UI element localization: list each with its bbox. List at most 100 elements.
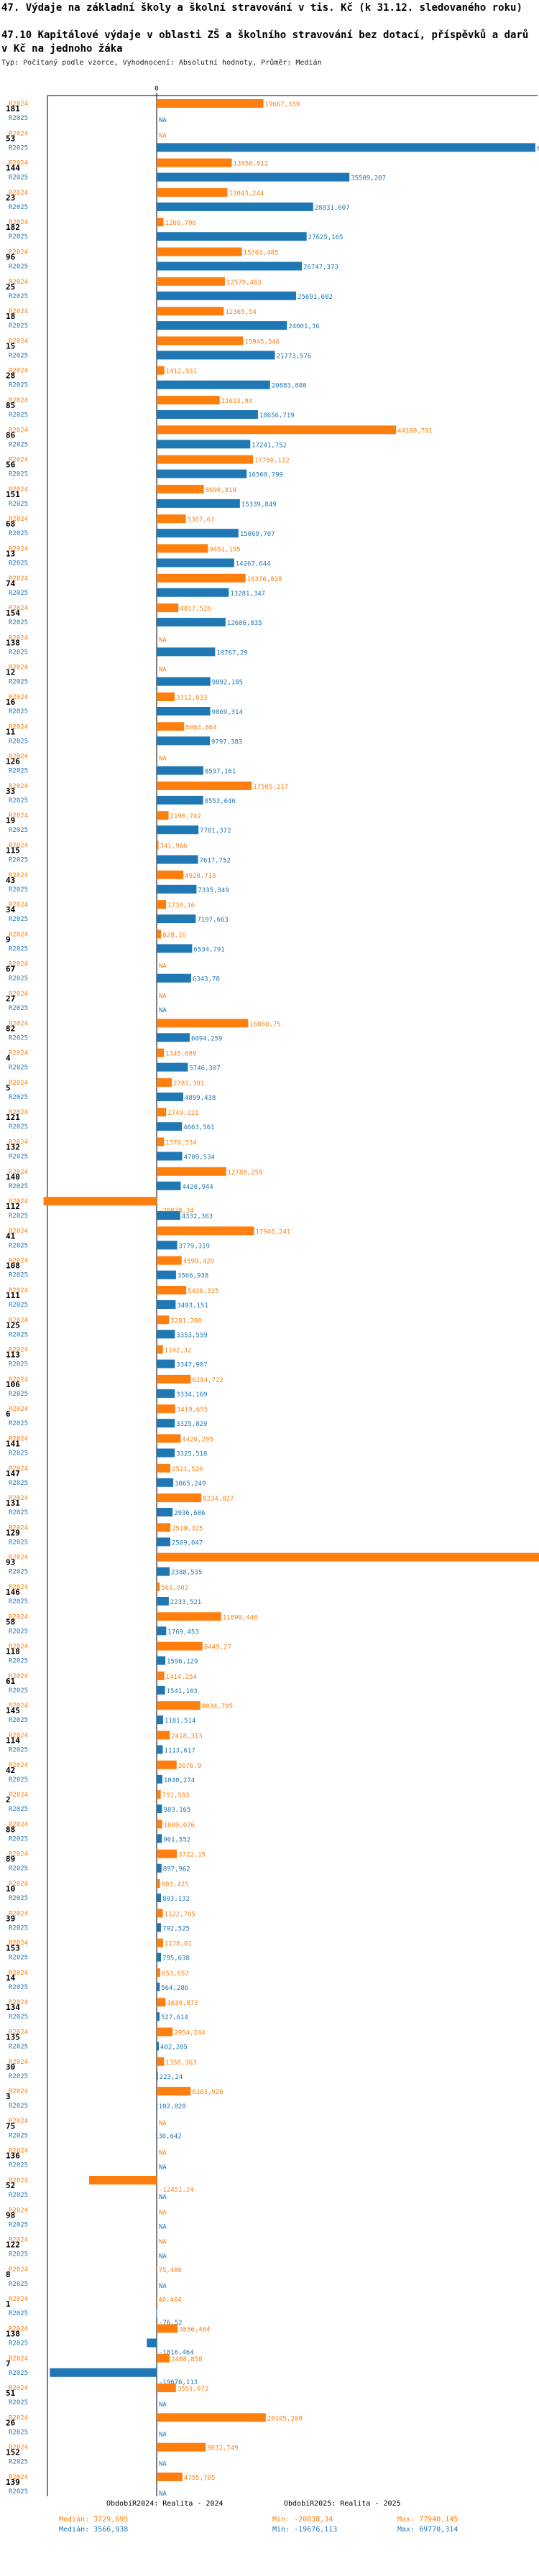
- na-label: NA: [159, 2283, 167, 2290]
- series-label: R2024: [9, 1792, 28, 1799]
- category-label: 140: [6, 1172, 20, 1182]
- series-label: R2024: [9, 694, 28, 701]
- bar: [157, 187, 228, 197]
- bar: [157, 1731, 170, 1740]
- bar: [157, 366, 165, 375]
- na-label: NA: [159, 2223, 167, 2230]
- bar: [157, 944, 193, 953]
- category-label: 139: [6, 2478, 20, 2487]
- category-label: 108: [6, 1261, 20, 1271]
- series-label: R2025: [9, 1924, 28, 1932]
- value-label: 2954,244: [174, 2030, 205, 2037]
- bar: [157, 499, 240, 508]
- series-label: R2025: [9, 1895, 28, 1902]
- series-label: R2025: [9, 1005, 28, 1012]
- category-label: 114: [6, 1736, 20, 1746]
- bar: [157, 1463, 171, 1473]
- series-label: R2024: [9, 516, 28, 523]
- value-label: 14267,644: [236, 561, 271, 568]
- value-label: 9451,195: [209, 547, 240, 554]
- category-label: 8: [6, 2270, 11, 2279]
- series-label: R2025: [9, 679, 28, 686]
- value-label: 4017,526: [180, 606, 211, 613]
- series-label: R2024: [9, 843, 28, 850]
- category-label: 145: [6, 1706, 20, 1715]
- value-label: 26747,373: [303, 264, 338, 272]
- bar: [157, 321, 287, 330]
- bar: [157, 2027, 173, 2037]
- na-label: NA: [159, 2461, 167, 2468]
- value-label: 18656,719: [259, 412, 295, 420]
- series-label: R2024: [9, 2385, 28, 2392]
- series-label: R2025: [9, 945, 28, 953]
- series-label: R2025: [9, 1272, 28, 1279]
- na-label: NA: [159, 132, 167, 139]
- series-label: R2024: [9, 160, 28, 167]
- bar: [157, 172, 350, 182]
- value-label: 1370,534: [165, 1140, 196, 1147]
- value-label: 102,828: [159, 2103, 186, 2111]
- bar: [157, 1567, 170, 1576]
- series-label: R2025: [9, 501, 28, 508]
- bar: [157, 692, 175, 701]
- category-label: 19: [6, 816, 15, 825]
- value-label: 3334,169: [176, 1391, 207, 1399]
- value-label: 7617,752: [200, 858, 231, 865]
- chart-subtitle: Typ: Počítaný podle vzorce, Vyhodnocení:…: [1, 59, 322, 67]
- category-label: 12: [6, 668, 15, 677]
- series-label: R2024: [9, 130, 28, 137]
- category-label: 88: [6, 1825, 15, 1834]
- series-label: R2024: [9, 1258, 28, 1265]
- category-label: 75: [6, 2121, 15, 2131]
- series-label: R2024: [9, 1465, 28, 1473]
- series-label: R2024: [9, 902, 28, 909]
- na-label: NA: [159, 2401, 167, 2409]
- series-label: R2024: [9, 783, 28, 790]
- bar: [157, 914, 196, 924]
- value-label: 69770,314: [537, 145, 539, 152]
- series-label: R2024: [9, 634, 28, 641]
- bar: [157, 202, 313, 211]
- bar: [147, 2338, 157, 2348]
- bar: [157, 1062, 188, 1072]
- value-label: 4755,705: [184, 2475, 215, 2482]
- bar: [157, 143, 535, 152]
- bar: [157, 1879, 160, 1888]
- na-label: NA: [159, 2194, 167, 2201]
- value-label: 5746,307: [189, 1065, 220, 1072]
- bar: [157, 1968, 160, 1977]
- series-label: R2024: [9, 2326, 28, 2333]
- category-label: 118: [6, 1647, 20, 1657]
- value-label: -1816,464: [159, 2350, 194, 2357]
- value-label: 5367,67: [188, 516, 215, 524]
- value-label: 19667,359: [265, 101, 300, 108]
- category-label: 131: [6, 1498, 20, 1508]
- bar: [157, 1108, 167, 1117]
- bar: [157, 2042, 160, 2051]
- value-label: 7701,372: [200, 828, 231, 835]
- value-label: 961,552: [163, 1836, 190, 1843]
- series-label: R2025: [9, 471, 28, 478]
- bar: [157, 1863, 162, 1873]
- series-label: R2025: [9, 441, 28, 448]
- category-label: 42: [6, 1766, 15, 1775]
- series-label: R2025: [9, 1687, 28, 1695]
- series-label: R2024: [9, 1228, 28, 1235]
- series-label: R2025: [9, 1242, 28, 1249]
- series-label: R2025: [9, 1420, 28, 1427]
- bar: [157, 336, 244, 346]
- series-label: R2025: [9, 560, 28, 567]
- bar: [157, 900, 167, 909]
- value-label: 9892,185: [212, 680, 243, 687]
- bar: [157, 484, 204, 494]
- value-label: 11613,94: [221, 398, 252, 405]
- bar: [157, 410, 258, 419]
- bar: [157, 529, 239, 538]
- bar: [157, 1508, 173, 1517]
- series-label: R2024: [9, 279, 28, 286]
- value-label: -12451,24: [159, 2187, 194, 2194]
- bar: [157, 1078, 172, 1087]
- value-label: 16568,799: [248, 472, 283, 479]
- category-label: 10: [6, 1884, 15, 1894]
- value-label: 13850,812: [234, 161, 269, 168]
